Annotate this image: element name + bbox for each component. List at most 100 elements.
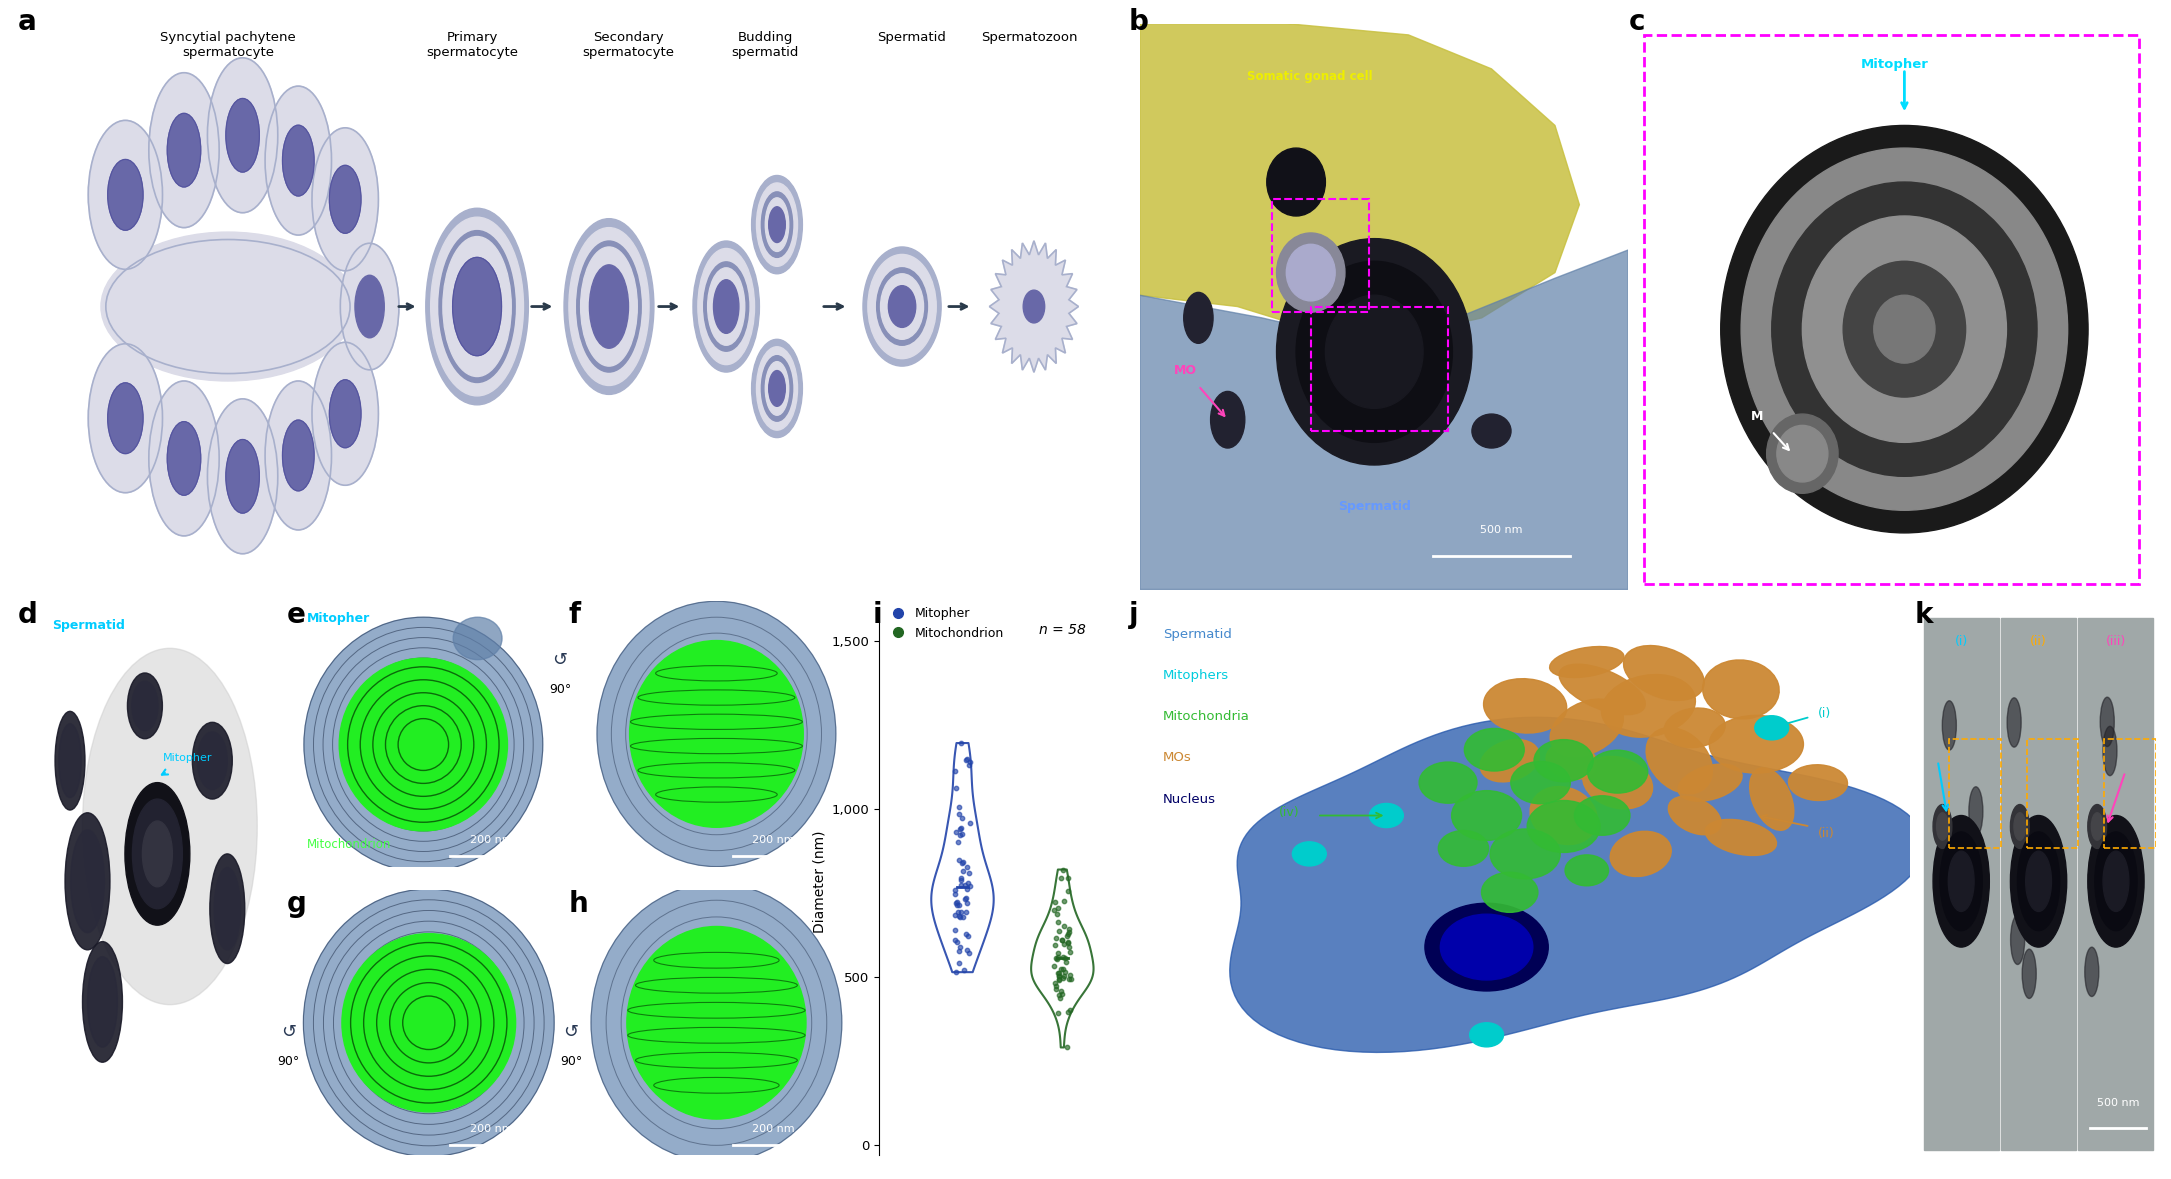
Point (949, 888, 983, 907)
Text: 200 nm: 200 nm (751, 1124, 795, 1133)
Ellipse shape (751, 176, 803, 274)
Point (942, 850, 977, 869)
Text: Mitochondrion: Mitochondrion (306, 838, 391, 851)
Circle shape (132, 799, 182, 909)
Point (1042, 967, 1077, 986)
Circle shape (1452, 791, 1522, 841)
Point (942, 896, 977, 915)
Ellipse shape (1706, 819, 1776, 856)
Bar (2104, 739, 2156, 849)
Ellipse shape (714, 279, 738, 334)
Ellipse shape (215, 868, 241, 950)
Ellipse shape (87, 956, 117, 1047)
Text: Spermatid: Spermatid (1164, 628, 1231, 641)
Point (940, 895, 975, 914)
Point (953, 877, 988, 896)
Point (947, 852, 981, 871)
Legend: Mitopher, Mitochondrion: Mitopher, Mitochondrion (881, 602, 1010, 645)
Ellipse shape (1583, 757, 1652, 809)
Point (1040, 950, 1075, 969)
Ellipse shape (564, 218, 653, 395)
Ellipse shape (430, 217, 523, 396)
Point (1046, 967, 1081, 986)
Text: 1 μm: 1 μm (1817, 1096, 1850, 1109)
Point (942, 797, 977, 816)
Ellipse shape (313, 342, 378, 486)
Circle shape (1772, 182, 2036, 476)
Point (1044, 948, 1079, 967)
Text: Mitopher: Mitopher (1861, 58, 1928, 71)
Ellipse shape (109, 383, 143, 454)
Point (938, 905, 973, 924)
Point (938, 762, 973, 780)
Ellipse shape (751, 340, 803, 437)
Point (1051, 868, 1086, 887)
Text: k: k (1915, 601, 1934, 630)
Ellipse shape (167, 113, 200, 187)
Ellipse shape (569, 228, 649, 386)
Ellipse shape (265, 381, 332, 529)
Circle shape (1776, 426, 1828, 482)
Ellipse shape (762, 356, 792, 421)
Point (944, 902, 979, 921)
Circle shape (1285, 244, 1335, 301)
Text: 500 nm: 500 nm (1481, 525, 1522, 535)
Point (942, 907, 977, 926)
Text: Primary
spermatocyte: Primary spermatocyte (426, 31, 519, 59)
Point (1049, 1038, 1083, 1056)
Ellipse shape (443, 237, 512, 376)
Point (1049, 953, 1083, 971)
Point (947, 875, 981, 894)
Point (1051, 937, 1086, 956)
Bar (1924, 618, 1999, 1150)
Circle shape (1741, 149, 2067, 511)
Ellipse shape (265, 86, 332, 235)
Ellipse shape (54, 711, 85, 810)
Text: 90°: 90° (560, 1054, 582, 1068)
Text: Mitochondria: Mitochondria (1164, 710, 1250, 724)
Point (944, 733, 979, 752)
Ellipse shape (150, 381, 219, 536)
Circle shape (1324, 295, 1424, 408)
Ellipse shape (82, 942, 122, 1062)
Circle shape (2091, 812, 2104, 841)
Circle shape (2089, 816, 2145, 947)
Circle shape (1511, 762, 1570, 804)
Circle shape (1843, 262, 1965, 397)
Circle shape (1439, 830, 1489, 867)
Point (944, 824, 979, 843)
Point (1040, 964, 1075, 983)
Text: ↺: ↺ (564, 1022, 577, 1041)
Point (944, 869, 979, 888)
Point (1053, 942, 1088, 961)
Text: 90°: 90° (549, 683, 571, 697)
Point (1044, 960, 1079, 979)
Ellipse shape (693, 241, 760, 373)
Point (1049, 963, 1083, 982)
Ellipse shape (1750, 768, 1793, 830)
Text: 90°: 90° (278, 1054, 300, 1068)
Point (938, 894, 973, 913)
Point (1051, 926, 1086, 944)
Ellipse shape (756, 347, 797, 430)
Text: (iv): (iv) (1279, 805, 1298, 818)
Circle shape (1802, 216, 2006, 442)
Circle shape (2010, 816, 2067, 947)
Text: c: c (1628, 8, 1646, 37)
Circle shape (2026, 851, 2052, 911)
Ellipse shape (1702, 660, 1780, 719)
Point (1040, 898, 1075, 917)
Text: Spermatozoon: Spermatozoon (981, 31, 1077, 44)
Text: Syncytial pachytene
spermatocyte: Syncytial pachytene spermatocyte (161, 31, 295, 59)
Point (1042, 964, 1077, 983)
Circle shape (1932, 816, 1989, 947)
Ellipse shape (211, 854, 245, 963)
Ellipse shape (89, 344, 163, 493)
Point (1046, 960, 1081, 979)
Bar (1311, 307, 1448, 432)
Point (1038, 893, 1072, 911)
Text: Mitopher: Mitopher (306, 612, 369, 625)
Ellipse shape (226, 99, 258, 172)
Point (953, 752, 988, 771)
Circle shape (1947, 851, 1973, 911)
